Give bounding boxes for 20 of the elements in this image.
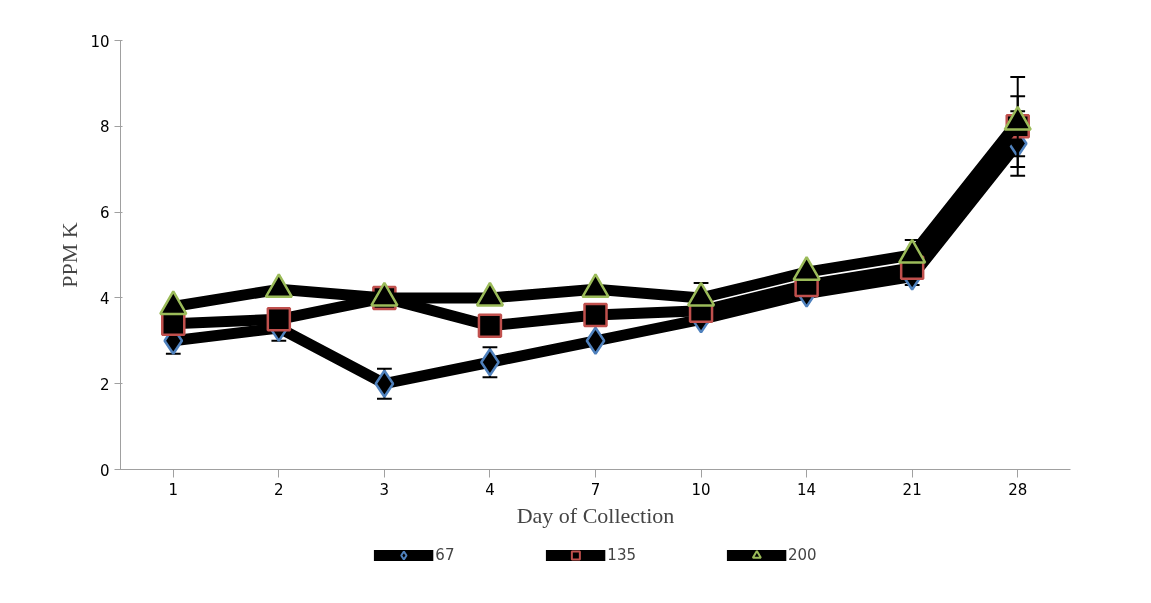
x-axis-title: Day of Collection bbox=[516, 502, 675, 528]
y-tick-label: 2 bbox=[99, 375, 110, 394]
y-tick-label: 0 bbox=[99, 461, 110, 480]
legend-label: 135 bbox=[607, 546, 636, 564]
legend-label: 67 bbox=[435, 546, 456, 564]
x-tick-label: 2 bbox=[274, 480, 284, 499]
y-axis-title: PPM K bbox=[57, 222, 83, 288]
x-tick-label: 21 bbox=[902, 480, 922, 499]
y-tick-label: 4 bbox=[99, 289, 110, 308]
x-tick-label: 28 bbox=[1008, 480, 1028, 499]
x-tick-label: 1 bbox=[168, 480, 179, 499]
x-tick-label: 14 bbox=[797, 480, 817, 499]
y-tick-label: 10 bbox=[90, 32, 110, 51]
x-tick-label: 4 bbox=[485, 480, 495, 499]
legend-label: 200 bbox=[788, 546, 817, 564]
y-tick-label: 8 bbox=[99, 118, 110, 137]
y-tick-label: 6 bbox=[99, 204, 110, 223]
x-tick-label: 7 bbox=[590, 480, 601, 499]
x-tick-label: 3 bbox=[379, 480, 390, 499]
x-tick-label: 10 bbox=[691, 480, 711, 499]
